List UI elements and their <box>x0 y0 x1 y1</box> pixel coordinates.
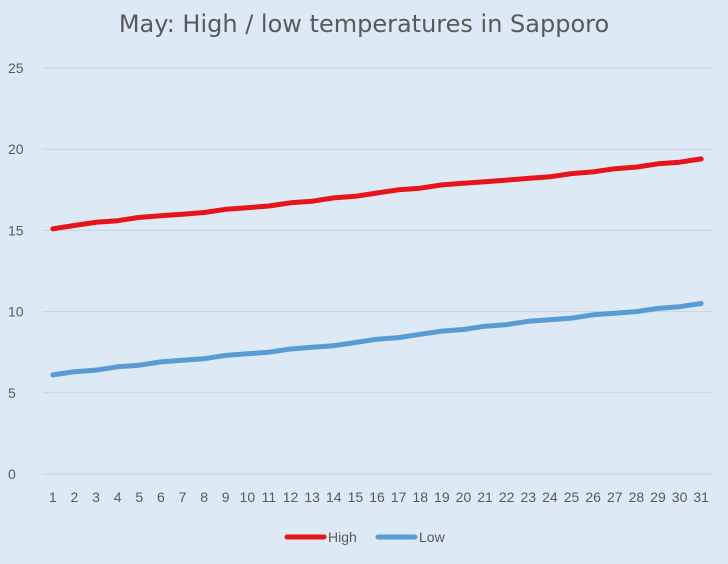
x-tick-label: 29 <box>650 489 666 505</box>
y-tick-label: 15 <box>8 222 24 238</box>
x-tick-label: 13 <box>304 489 320 505</box>
x-tick-label: 4 <box>114 489 122 505</box>
x-tick-label: 31 <box>693 489 709 505</box>
x-tick-label: 16 <box>369 489 385 505</box>
x-tick-label: 22 <box>499 489 515 505</box>
y-tick-label: 0 <box>8 466 16 482</box>
y-tick-label: 10 <box>8 304 24 320</box>
x-tick-label: 5 <box>135 489 143 505</box>
x-tick-label: 18 <box>412 489 428 505</box>
x-tick-label: 11 <box>262 489 277 505</box>
x-tick-label: 10 <box>240 489 256 505</box>
x-tick-label: 23 <box>521 489 537 505</box>
x-tick-label: 6 <box>157 489 165 505</box>
x-tick-label: 20 <box>456 489 472 505</box>
y-tick-label: 25 <box>8 60 24 76</box>
y-tick-label: 5 <box>8 385 16 401</box>
x-tick-label: 12 <box>283 489 299 505</box>
x-tick-label: 21 <box>477 489 493 505</box>
x-tick-label: 24 <box>542 489 558 505</box>
x-tick-label: 3 <box>92 489 100 505</box>
y-tick-label: 20 <box>8 141 24 157</box>
x-tick-label: 9 <box>222 489 230 505</box>
x-tick-label: 27 <box>607 489 623 505</box>
x-tick-label: 7 <box>179 489 187 505</box>
chart-title: May: High / low temperatures in Sapporo <box>118 10 610 38</box>
x-tick-label: 14 <box>326 489 342 505</box>
legend-label-high: High <box>328 529 357 545</box>
series-line-high <box>50 156 704 232</box>
x-tick-label: 25 <box>564 489 580 505</box>
x-tick-label: 2 <box>71 489 79 505</box>
x-tick-label: 28 <box>629 489 645 505</box>
x-tick-label: 17 <box>391 489 407 505</box>
series-line-low <box>50 301 704 378</box>
x-tick-label: 19 <box>434 489 450 505</box>
x-tick-label: 1 <box>49 489 57 505</box>
x-tick-label: 15 <box>348 489 364 505</box>
x-tick-label: 8 <box>200 489 208 505</box>
x-tick-label: 30 <box>672 489 688 505</box>
x-tick-label: 26 <box>585 489 601 505</box>
legend-label-low: Low <box>419 529 446 545</box>
